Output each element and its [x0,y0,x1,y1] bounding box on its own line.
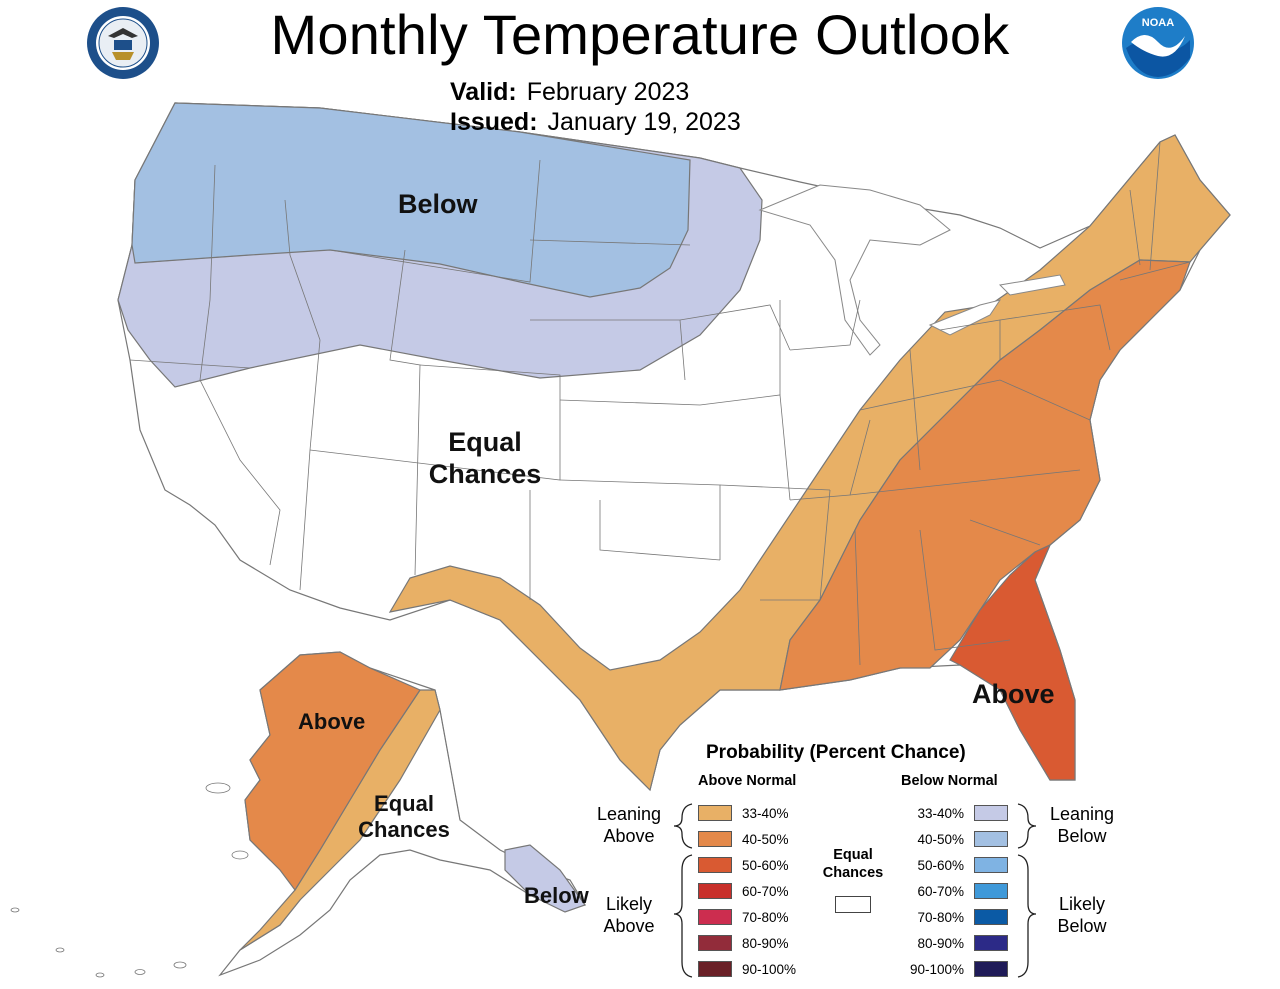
above-legend-row: 60-70% [698,883,789,899]
below-legend-swatch [974,961,1008,977]
above-legend-swatch [698,857,732,873]
above-legend-row: 70-80% [698,909,789,925]
label-equal-conus: Equal Chances [420,426,550,491]
below-legend-label: 40-50% [917,831,964,847]
valid-value: February 2023 [526,78,690,106]
alaska-above-moderate [244,651,421,892]
alaska-divider [439,709,461,821]
below-legend-label: 70-80% [917,909,964,925]
legend-likely-above-line1: Likely [605,894,653,914]
above-legend-label: 40-50% [742,831,789,847]
legend-equal-swatch [835,896,871,913]
label-equal-alaska-line1: Equal [374,791,434,816]
label-equal-conus-line2: Chances [428,459,542,490]
legend-below-header: Below Normal [901,773,998,789]
below-legend-row: 40-50% [898,831,1008,847]
above-legend-label: 90-100% [742,961,797,977]
legend-equal-chances: Equal Chances [816,846,890,882]
above-legend-swatch [698,935,732,951]
above-legend-swatch [698,961,732,977]
above-legend-row: 33-40% [698,805,789,821]
below-legend-label: 90-100% [909,961,964,977]
below-legend-swatch [974,883,1008,899]
legend-likely-above-line2: Above [603,915,655,936]
below-legend-swatch [974,935,1008,951]
legend-leaning-above-line1: Leaning [596,804,662,824]
commerce-seal-logo [87,7,159,79]
page-title: Monthly Temperature Outlook [270,3,1010,66]
above-legend-label: 70-80% [742,909,789,925]
legend-likely-above: Likely Above [588,894,670,937]
state-lines [129,141,1191,666]
below-legend-label: 60-70% [917,883,964,899]
label-above-conus: Above [972,679,1055,709]
label-below-alaska: Below [524,883,589,908]
aleutian-islands [10,782,249,978]
valid-line: Valid: February 2023 [450,78,689,107]
below-legend-row: 90-100% [898,961,1008,977]
above-legend-label: 33-40% [742,805,789,821]
noaa-logo: NOAA [1122,7,1194,79]
label-above-alaska: Above [298,709,366,734]
legend-leaning-below-line1: Leaning [1049,804,1115,824]
legend-leaning-below: Leaning Below [1040,804,1124,847]
label-equal-conus-line1: Equal [448,427,522,457]
issued-label: Issued: [450,108,538,136]
below-legend-swatch [974,831,1008,847]
below-core-region [131,102,691,298]
lake-erie-ontario [928,274,1066,336]
below-legend-label: 80-90% [917,935,964,951]
label-equal-alaska: Equal Chances [352,791,456,844]
above-likely-region [949,543,1076,781]
legend-leaning-above-line2: Above [603,825,655,846]
legend-equal-line1: Equal [833,847,873,863]
above-legend-label: 50-60% [742,857,789,873]
above-legend-row: 50-60% [698,857,789,873]
legend-leaning-below-line2: Below [1057,825,1107,846]
legend-likely-below: Likely Below [1040,894,1124,937]
above-legend-label: 80-90% [742,935,789,951]
above-leaning-region [388,134,1231,792]
alaska-below-leaning [504,844,586,913]
valid-label: Valid: [450,78,517,106]
great-lakes [758,184,951,356]
above-legend-label: 60-70% [742,883,789,899]
below-legend-swatch [974,909,1008,925]
legend-leaning-above: Leaning Above [588,804,670,847]
legend-title: Probability (Percent Chance) [706,742,966,763]
label-equal-alaska-line2: Chances [358,817,450,843]
issued-line: Issued: January 19, 2023 [450,108,741,137]
above-legend-row: 80-90% [698,935,789,951]
legend-likely-below-line2: Below [1057,915,1107,936]
above-legend-swatch [698,805,732,821]
above-legend-swatch [698,831,732,847]
legend-above-header: Above Normal [698,773,797,789]
below-legend-row: 60-70% [898,883,1008,899]
below-legend-row: 33-40% [898,805,1008,821]
noaa-logo-text: NOAA [1142,17,1174,29]
above-legend-row: 40-50% [698,831,789,847]
below-legend-row: 80-90% [898,935,1008,951]
legend-brackets [673,803,1037,978]
below-legend-row: 50-60% [898,857,1008,873]
below-legend-swatch [974,805,1008,821]
above-moderate-region [779,259,1191,691]
above-legend-swatch [698,883,732,899]
below-legend-label: 33-40% [917,805,964,821]
below-legend-label: 50-60% [917,857,964,873]
label-below-conus: Below [398,189,478,219]
legend-equal-line2: Chances [822,865,884,882]
issued-value: January 19, 2023 [547,108,741,136]
below-legend-row: 70-80% [898,909,1008,925]
below-legend-swatch [974,857,1008,873]
above-legend-row: 90-100% [698,961,796,977]
legend-likely-below-line1: Likely [1058,894,1106,914]
above-legend-swatch [698,909,732,925]
